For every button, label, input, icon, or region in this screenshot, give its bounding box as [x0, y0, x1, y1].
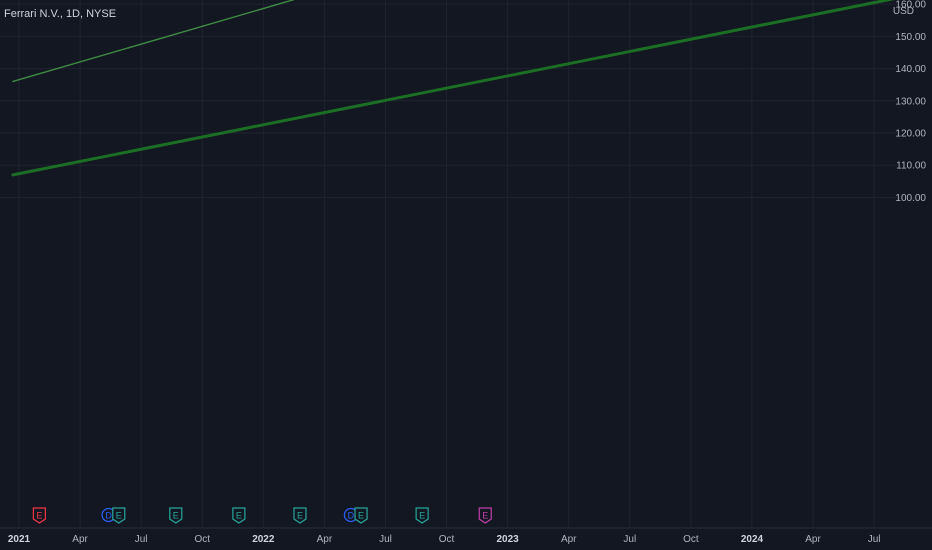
trend-line-uptrend-upper[interactable]: [12, 0, 831, 83]
price-tick-label: 120.00: [895, 129, 926, 140]
price-tick-label: 130.00: [895, 96, 926, 107]
event-letter: E: [358, 511, 364, 521]
event-letter: E: [173, 511, 179, 521]
time-tick-label: Apr: [317, 534, 333, 545]
time-tick-label: Jul: [379, 534, 392, 545]
earnings-icon: [478, 507, 492, 524]
event-letter: E: [419, 511, 425, 521]
time-tick-label: 2024: [741, 534, 764, 545]
earnings-icon: [415, 507, 429, 524]
earnings-icon: [354, 507, 368, 524]
price-axis-bg: [896, 0, 932, 528]
earnings-icon: [169, 507, 183, 524]
price-tick-label: 150.00: [895, 32, 926, 43]
time-tick-label: Oct: [439, 534, 455, 545]
event-letter: E: [116, 511, 122, 521]
trend-line-uptrend-lower[interactable]: [11, 0, 907, 177]
earnings-icon: [232, 507, 246, 524]
price-axis[interactable]: 100.00 110.00 120.00 130.00 140.00 150.00 160.…: [895, 0, 932, 528]
chart-title: Ferrari N.V., 1D, NYSE: [4, 8, 117, 20]
time-tick-label: Oct: [194, 534, 210, 545]
event-marker[interactable]: E: [32, 507, 46, 524]
event-letter: D: [105, 511, 112, 521]
event-letter: E: [236, 511, 242, 521]
event-marker[interactable]: E: [478, 507, 492, 524]
event-marker[interactable]: E: [293, 507, 307, 524]
earnings-icon: [293, 507, 307, 524]
price-tick-label: 110.00: [896, 161, 926, 172]
trend-lines: [11, 0, 907, 177]
event-marker[interactable]: E: [415, 507, 429, 524]
event-letter: E: [36, 511, 42, 521]
time-tick-label: Oct: [683, 534, 699, 545]
time-tick-label: Jul: [868, 534, 881, 545]
price-tick-label: 160.00: [895, 0, 926, 11]
time-axis[interactable]: 2021 Apr Jul Oct 2022 Apr Jul Oct 2023 Apr Jul Oct 2…: [0, 527, 932, 550]
time-tick-label: 2021: [8, 534, 31, 545]
time-tick-label: Jul: [135, 534, 148, 545]
event-marker[interactable]: E: [169, 507, 183, 524]
event-letter: D: [348, 511, 355, 521]
time-tick-label: 2023: [497, 534, 520, 545]
price-tick-label: 100.00: [895, 193, 926, 204]
time-tick-label: Jul: [623, 534, 636, 545]
event-marker[interactable]: E: [112, 507, 126, 524]
time-tick-label: 2022: [252, 534, 275, 545]
time-tick-label: Apr: [561, 534, 577, 545]
earnings-icon: [32, 507, 46, 524]
event-letter: E: [297, 511, 303, 521]
time-tick-label: Apr: [805, 534, 821, 545]
time-axis-bg: [0, 528, 932, 550]
earnings-icon: [112, 507, 126, 524]
event-marker[interactable]: E: [354, 507, 368, 524]
price-tick-label: 140.00: [895, 64, 926, 75]
currency-label: USD: [892, 6, 914, 17]
event-letter: E: [482, 511, 488, 521]
time-tick-label: Apr: [72, 534, 88, 545]
event-marker[interactable]: E: [232, 507, 246, 524]
